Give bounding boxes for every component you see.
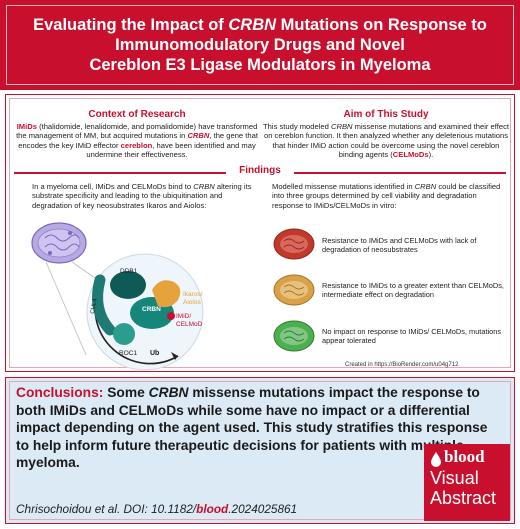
conclusions-part: Some <box>103 385 149 400</box>
context-crbn: CRBN <box>187 131 210 141</box>
aim-part: missense mutations and examined their ef… <box>264 122 509 160</box>
context-text: IMiDs (thalidomide, lenalidomide, and po… <box>12 122 262 160</box>
ikaros-aiolos-protein <box>152 280 181 308</box>
content-frame <box>9 98 511 368</box>
ddb1-protein <box>110 271 146 299</box>
title-gene: CRBN <box>228 16 277 34</box>
citation-part: Chrisochoidou et al. DOI: 10.1182/ <box>16 502 197 516</box>
findings-part: Modelled missense mutations identified i… <box>272 182 415 191</box>
conclusions-crbn: CRBN <box>148 385 189 400</box>
citation-part: .2024025861 <box>228 502 298 516</box>
conclusions-label: Conclusions: <box>16 385 104 400</box>
context-cereblon: cereblon <box>120 140 153 150</box>
aim-celmods: CELMoDs <box>392 150 429 160</box>
title-line-2: Immunomodulatory Drugs and Novel <box>115 36 405 54</box>
context-part: , the gene that encodes the key IMiD eff… <box>18 131 258 150</box>
conclusions-part: missense mutations impact the response t… <box>16 385 488 470</box>
group-3-text: No impact on response to IMiDs/ CELMoDs,… <box>322 327 502 345</box>
findings-right-text: Modelled missense mutations identified i… <box>272 182 502 210</box>
findings-title: Findings <box>228 165 292 176</box>
conclusions-frame <box>9 381 511 520</box>
title-part: Mutations on Response to <box>276 16 487 34</box>
group-cell-red-icon <box>273 228 315 260</box>
blood-visual-abstract-logo: blood Visual Abstract <box>424 444 510 521</box>
group-cell-green-icon <box>273 320 315 352</box>
celmod-label: CELMoD <box>176 321 203 328</box>
logo-word: blood <box>444 447 485 466</box>
ub-label: Ub <box>150 350 159 357</box>
aim-part: ). <box>428 150 434 160</box>
cul4-protein <box>92 274 116 336</box>
findings-crbn: CRBN <box>414 182 437 191</box>
crbn-label: CRBN <box>142 306 161 313</box>
ikaros-label: Ikaros/ <box>183 291 203 298</box>
title-banner: Evaluating the Impact of CRBN Mutations … <box>0 0 520 90</box>
logo-visual: Visual <box>430 468 479 488</box>
aiolos-label: Aiolos <box>183 299 201 306</box>
aim-title: Aim of This Study <box>343 109 429 120</box>
findings-rule-left <box>14 172 226 174</box>
title-frame <box>6 5 514 85</box>
context-part: (thalidomide, lenalidomide, and pomalido… <box>16 122 258 141</box>
cul4-label: CUL4 <box>90 298 99 315</box>
findings-part: could be classified into three groups de… <box>272 182 501 210</box>
imid-label: IMiD/ <box>176 313 191 320</box>
aim-crbn: CRBN <box>330 122 353 131</box>
blood-drop-icon <box>431 452 441 467</box>
findings-part: In a myeloma cell, IMiDs and CELMoDs bin… <box>32 182 194 191</box>
conclusions-text: Conclusions: Some CRBN missense mutation… <box>16 384 501 472</box>
ddb1-label: DDB1 <box>120 268 138 275</box>
aim-text: This study modeled CRBN missense mutatio… <box>262 122 510 160</box>
page-title: Evaluating the Impact of CRBN Mutations … <box>20 15 500 75</box>
findings-rule-right <box>294 172 506 174</box>
findings-left-text: In a myeloma cell, IMiDs and CELMoDs bin… <box>32 182 257 210</box>
roc1-protein <box>113 323 135 345</box>
group-2-text: Resistance to IMiDs to a greater extent … <box>322 281 504 299</box>
findings-crbn: CRBN <box>193 182 215 191</box>
roc1-label: ROC1 <box>119 350 137 357</box>
myeloma-cell-icon <box>31 222 87 264</box>
citation: Chrisochoidou et al. DOI: 10.1182/blood.… <box>16 502 297 516</box>
context-imids: IMiDs <box>16 122 37 131</box>
group-cell-orange-icon <box>273 274 315 306</box>
group-1-text: Resistance to IMiDs and CELMoDs with lac… <box>322 236 477 254</box>
imid-celmod-molecule <box>167 312 175 320</box>
title-line-3: Cereblon E3 Ligase Modulators in Myeloma <box>89 56 431 74</box>
citation-journal: blood <box>196 502 229 516</box>
biorender-credit: Created in https://BioRender.com/u04g712 <box>345 362 459 368</box>
context-part: , have been identified and may undermine… <box>86 140 256 160</box>
aim-part: This study modeled <box>263 122 331 131</box>
logo-abstract: Abstract <box>430 488 497 508</box>
title-part: Evaluating the Impact of <box>33 16 229 34</box>
context-title: Context of Research <box>88 109 186 120</box>
findings-part: altering its substrate specificity and l… <box>32 182 252 210</box>
